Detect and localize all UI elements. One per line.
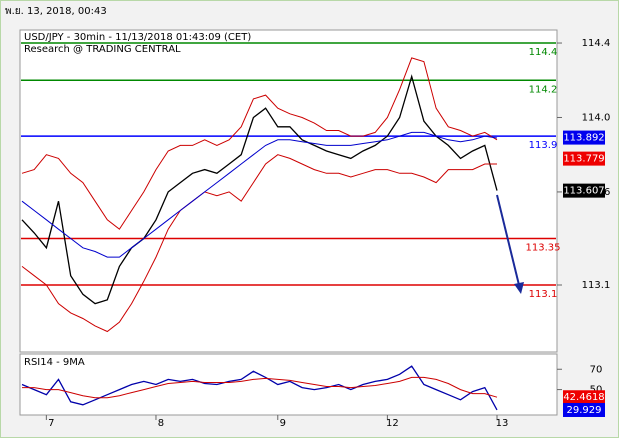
last-value-label: 113.892 [563,133,604,144]
last-value-box [563,130,605,145]
last-value-box [563,151,605,166]
price-panel [19,29,558,353]
y-tick-label: 113.1 [582,280,611,291]
level-label: 113.1 [529,289,558,300]
last-value-label: 29.929 [567,405,602,416]
series-line [21,74,498,305]
series-line [22,376,498,399]
rsi-title: RSI14 - 9MA [24,357,85,368]
series-line [21,57,498,230]
y-tick-label: 114.0 [582,112,611,123]
level-label: 113.35 [526,242,561,253]
last-value-label: 113.779 [563,154,604,165]
level-label: 114.2 [529,84,558,95]
y-tick-label: 50 [590,385,603,396]
last-value-box [563,183,605,198]
level-label: 114.4 [529,47,558,58]
x-tick-label: 13 [496,418,509,429]
x-tick-label: 12 [386,418,399,429]
y-tick-label: 114.4 [582,38,611,49]
chart-subtitle: Research @ TRADING CENTRAL [24,44,181,55]
y-tick-label: 70 [590,364,603,375]
arrow-head [514,282,524,294]
x-tick-label: 8 [158,418,164,429]
header-date: พ.ย. 13, 2018, 00:43 [5,6,107,17]
last-value-box [563,402,605,417]
series-line [21,131,498,258]
last-value-label: 113.607 [563,186,604,197]
series-line [21,154,497,333]
x-tick-label: 9 [280,418,286,429]
x-tick-label: 7 [48,418,54,429]
chart-title: USD/JPY - 30min - 11/13/2018 01:43:09 (C… [24,32,251,43]
arrow [496,194,520,286]
rsi-panel [19,353,558,416]
level-label: 113.9 [529,140,558,151]
last-value-label: 42.4618 [563,392,604,403]
last-value-box [563,390,605,405]
